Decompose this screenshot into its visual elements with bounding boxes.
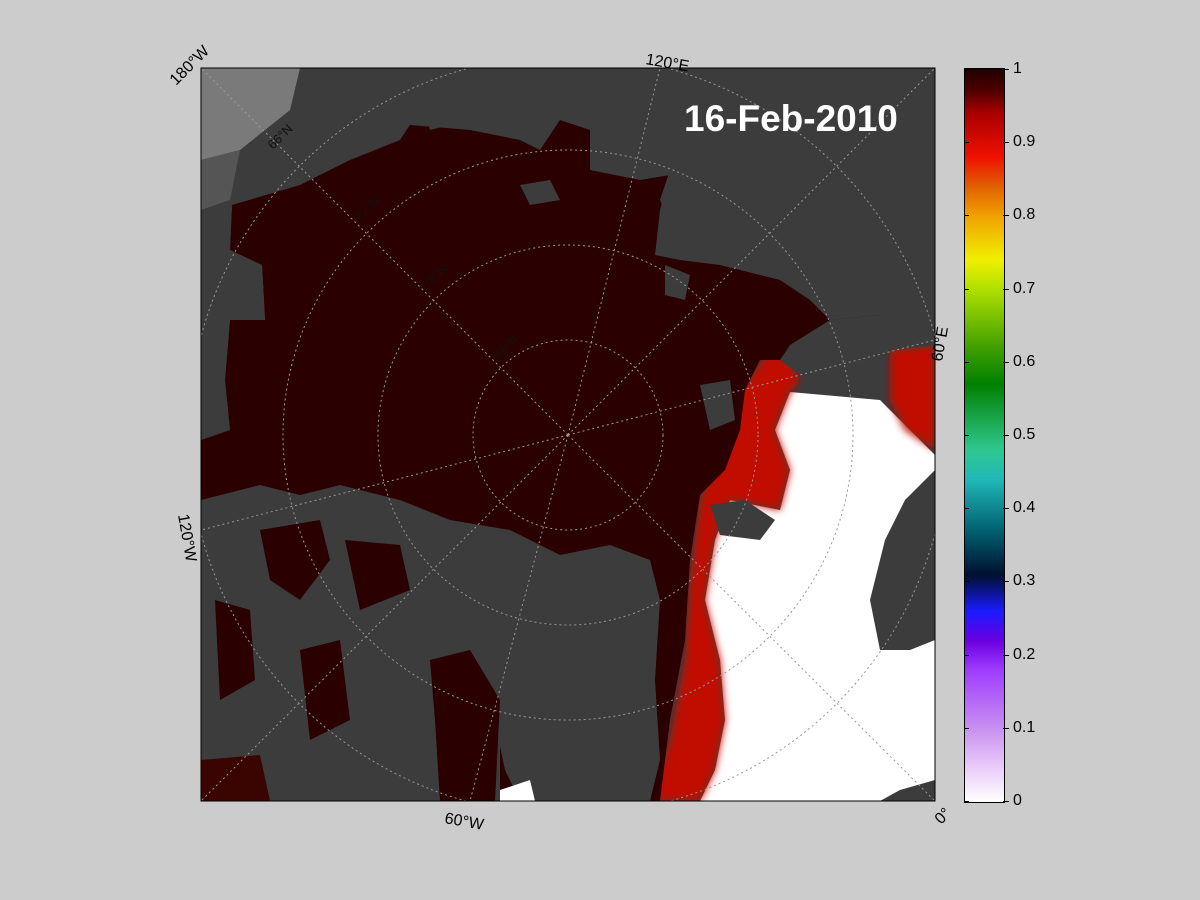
colorbar-tick-mark [964, 288, 969, 290]
land-fragment [880, 780, 935, 801]
colorbar-tick-label: 0.3 [1013, 572, 1036, 590]
land-novaya [710, 500, 775, 540]
colorbar-tick-mark [1003, 581, 1009, 583]
colorbar-tick-label: 0.4 [1013, 499, 1036, 517]
colorbar-tick-mark [1003, 435, 1009, 436]
colorbar-tick-mark [964, 801, 969, 802]
land-outside-grid [201, 68, 300, 160]
hudson-ice [201, 755, 270, 801]
colorbar-tick-mark [964, 142, 969, 144]
colorbar-tick-mark [964, 654, 969, 656]
graticule [201, 68, 935, 801]
archipelago-channel [345, 540, 410, 610]
colorbar-tick-mark [964, 508, 969, 510]
land-shade [201, 150, 240, 210]
open-water [700, 392, 935, 801]
colorbar-tick-mark [1003, 215, 1009, 217]
lon-label-120w: 120°W [174, 513, 199, 564]
colorbar-tick-label: 1 [1013, 60, 1022, 77]
date-label: 16-Feb-2010 [684, 98, 898, 139]
colorbar-tick-mark [1003, 801, 1009, 802]
colorbar-tick-mark [964, 69, 969, 70]
lon-label-60e: 60°E [929, 325, 952, 362]
colorbar-tick-mark [964, 581, 969, 583]
colorbar-tick-mark [1003, 142, 1009, 144]
archipelago-channel [260, 520, 330, 600]
colorbar-tick-label: 0.9 [1013, 133, 1036, 151]
colorbar-tick-label: 0.6 [1013, 352, 1036, 370]
colorbar-tick-label: 0.8 [1013, 206, 1036, 224]
land-island [520, 180, 560, 205]
map-frame [200, 67, 936, 802]
colorbar-tick-label: 0.1 [1013, 718, 1036, 736]
colorbar-tick-label: 0.2 [1013, 645, 1036, 663]
baffin-bay-ice [430, 650, 500, 801]
land-siberia [410, 68, 935, 300]
land-svalbard [700, 380, 735, 430]
lon-label-0: 0° [932, 805, 955, 828]
colorbar-tick-mark [1003, 69, 1009, 70]
colorbar-tick-mark [964, 215, 969, 217]
land-kola [780, 300, 935, 390]
land-scandinavia [870, 470, 935, 650]
colorbar-tick-label: 0.7 [1013, 279, 1036, 297]
land-greenland [490, 570, 640, 790]
open-water-south [500, 780, 535, 801]
colorbar-tick-label: 0 [1013, 792, 1022, 809]
colorbar-tick-mark [1003, 288, 1009, 290]
colorbar-tick-mark [1003, 508, 1009, 510]
colorbar-tick-label: 0.5 [1013, 426, 1036, 443]
colorbar-tick-mark [964, 435, 969, 436]
archipelago-channel [215, 600, 255, 700]
colorbar-tick-mark [964, 727, 969, 729]
lon-label-60w: 60°W [443, 810, 486, 834]
sea-ice-pack [201, 120, 890, 801]
colorbar [964, 68, 1005, 803]
colorbar-tick-mark [1003, 727, 1009, 729]
land-island [665, 265, 690, 300]
colorbar-tick-mark [964, 361, 969, 363]
colorbar-tick-mark [1003, 361, 1009, 363]
land-alaska [201, 205, 265, 440]
colorbar-tick-mark [1003, 654, 1009, 656]
